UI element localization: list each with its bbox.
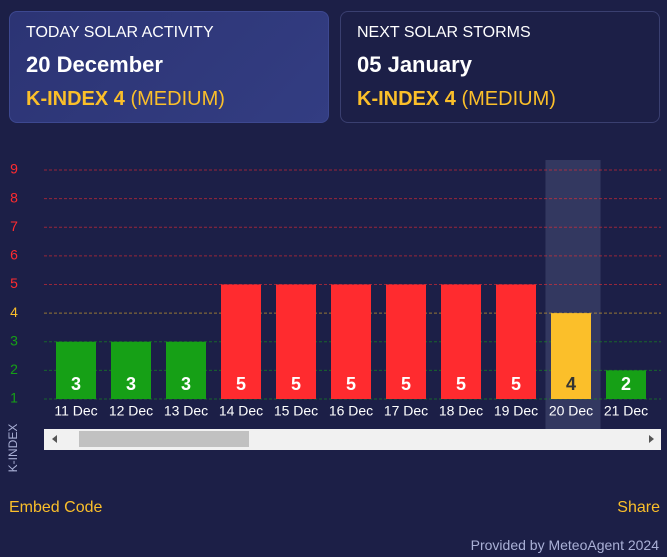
bar bbox=[56, 341, 96, 399]
card-label: TODAY SOLAR ACTIVITY bbox=[26, 24, 214, 41]
today-card: TODAY SOLAR ACTIVITY 20 December K-INDEX… bbox=[9, 11, 329, 123]
x-tick-label: 13 Dec bbox=[164, 403, 208, 419]
share-link[interactable]: Share bbox=[617, 499, 660, 516]
bar-value-label: 3 bbox=[181, 374, 191, 394]
bar bbox=[606, 370, 646, 399]
bar bbox=[111, 341, 151, 399]
x-tick-label: 20 Dec bbox=[549, 403, 593, 419]
y-tick-label: 1 bbox=[10, 390, 18, 406]
bar-value-label: 3 bbox=[71, 374, 81, 394]
y-tick-label: 2 bbox=[10, 361, 18, 377]
y-tick-label: 5 bbox=[10, 275, 18, 291]
scroll-thumb[interactable] bbox=[79, 431, 249, 447]
bar-value-label: 4 bbox=[566, 374, 576, 394]
bar-value-label: 5 bbox=[291, 374, 301, 394]
bar-value-label: 5 bbox=[236, 374, 246, 394]
kindex: K-INDEX 4 bbox=[357, 88, 456, 110]
bar bbox=[496, 284, 536, 399]
bar-value-label: 2 bbox=[621, 374, 631, 394]
y-tick-label: 9 bbox=[10, 161, 18, 177]
x-tick-label: 11 Dec bbox=[54, 403, 97, 419]
x-tick-label: 21 Dec bbox=[604, 403, 648, 419]
bar bbox=[441, 284, 481, 399]
scroll-right[interactable] bbox=[649, 435, 654, 443]
x-tick-label: 15 Dec bbox=[274, 403, 318, 419]
x-tick-label: 18 Dec bbox=[439, 403, 483, 419]
y-tick-label: 6 bbox=[10, 247, 18, 263]
next-card: NEXT SOLAR STORMS 05 January K-INDEX 4 (… bbox=[340, 11, 660, 123]
x-tick-label: 12 Dec bbox=[109, 403, 153, 419]
chart: K-INDEX 1 2 3 4 5 6 7 8 9 11 Dec 3 12 Dec 3 13 Dec 3 14… bbox=[6, 160, 661, 473]
card-date: 05 January bbox=[357, 52, 472, 77]
bar bbox=[166, 341, 206, 399]
x-tick-label: 19 Dec bbox=[494, 403, 538, 419]
x-tick-label: 16 Dec bbox=[329, 403, 373, 419]
y-tick-label: 8 bbox=[10, 189, 18, 205]
x-tick-label: 14 Dec bbox=[219, 403, 263, 419]
kindex: K-INDEX 4 bbox=[26, 88, 125, 110]
card-kindex: K-INDEX 4 (MEDIUM) bbox=[26, 88, 312, 111]
scroll-left[interactable] bbox=[52, 435, 57, 443]
y-tick-label: 4 bbox=[10, 304, 18, 320]
embed-link[interactable]: Embed Code bbox=[9, 499, 103, 516]
card-date: 20 December bbox=[26, 52, 163, 77]
y-axis-label: K-INDEX bbox=[6, 424, 20, 473]
x-tick-label: 17 Dec bbox=[384, 403, 428, 419]
y-tick-label: 3 bbox=[10, 332, 18, 348]
provided-by: Provided by MeteoAgent 2024 bbox=[470, 537, 659, 553]
card-label: NEXT SOLAR STORMS bbox=[357, 24, 531, 41]
level: (MEDIUM) bbox=[130, 88, 225, 110]
bar-value-label: 5 bbox=[401, 374, 411, 394]
bar-value-label: 3 bbox=[126, 374, 136, 394]
y-tick-label: 7 bbox=[10, 218, 18, 234]
bar bbox=[331, 284, 371, 399]
level: (MEDIUM) bbox=[461, 88, 556, 110]
card-kindex: K-INDEX 4 (MEDIUM) bbox=[357, 88, 643, 111]
bar bbox=[551, 313, 591, 399]
bar bbox=[221, 284, 261, 399]
bar-value-label: 5 bbox=[511, 374, 521, 394]
bar bbox=[386, 284, 426, 399]
bar-value-label: 5 bbox=[346, 374, 356, 394]
bar bbox=[276, 284, 316, 399]
bar-value-label: 5 bbox=[456, 374, 466, 394]
